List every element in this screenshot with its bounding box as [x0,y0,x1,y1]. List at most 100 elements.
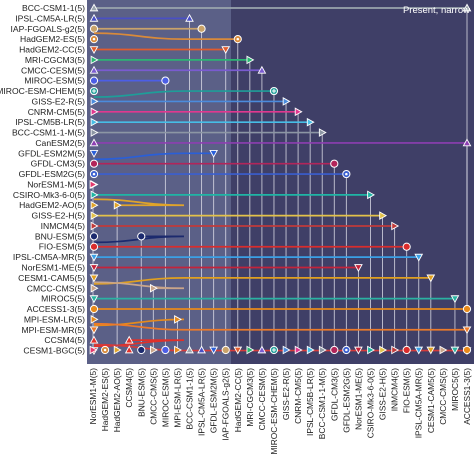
x-label-csiro-mk3-6-0-5: CSIRO-Mk3-6-0(5) [365,368,375,438]
end-marker-hadgem2-es-5-dot [236,37,240,41]
end-marker-gfdl-esm2m-5 [209,149,219,158]
bottom-marker-bcc-csm1-1-m-5-19 [318,345,327,355]
end-marker-fio-esm-5 [402,242,411,251]
y-label-cmcc-cesm-5: CMCC-CESM(5) [21,65,85,75]
y-label-gfdl-esm2g-5: GFDL-ESM2G(5) [19,169,86,179]
end-marker-bcc-csm1-1-5 [462,3,472,12]
bottom-marker-ipsl-cm5b-lr-5-18 [306,345,315,355]
y-label-ipsl-cm5b-lr-5: IPSL-CM5B-LR(5) [15,117,85,127]
bottom-marker-iap-fgoals-g2-5-11 [221,345,230,355]
y-label-gfdl-esm2m-5: GFDL-ESM2M(5) [18,148,85,158]
y-label-bcc-csm1-1-5: BCC-CSM1-1(5) [22,3,85,13]
bottom-marker-hadgem2-ao-5-2 [113,345,122,355]
series-line-ccsm4-5 [93,339,185,348]
start-marker-cmcc-cesm-5 [89,65,99,74]
x-label-bcc-csm1-1-m-5: BCC-CSM1-1-M(5) [317,368,327,439]
start-marker-hadgem2-cc-5 [89,46,99,55]
start-marker-ipsl-cm5a-mr-5 [89,253,99,262]
bottom-marker-ipsl-cm5a-lr-5-9 [197,345,206,354]
end-marker-access1-3-5 [462,304,472,314]
end-marker-miroc5-5 [450,295,460,304]
start-marker-ipsl-cm5b-lr-5 [90,117,99,127]
x-label-gfdl-cm3-5: GFDL-CM3(5) [329,368,339,421]
end-marker-mri-cgcm3-5 [246,55,255,65]
bottom-marker-noresm1-me-5-22 [354,346,363,355]
y-label-canesm2-5: CanESM2(5) [35,138,85,148]
bottom-markers [89,345,472,355]
start-marker-cnrm-cm5-5 [90,107,99,117]
bottom-marker-cmcc-cms-5-29 [439,345,448,355]
start-marker-gfdl-esm2m-5 [89,149,99,158]
bottom-marker-inmcm4-5-25 [391,345,400,355]
series-line-mpi-esm-mr-5 [93,322,467,331]
end-marker-cesm1-cam5-5 [426,274,436,283]
x-label-mpi-esm-lr-5: MPI-ESM-LR(5) [172,368,182,428]
x-axis-labels: NorESM1-M(5) HadGEM2-ES(5) HadGEM2-AO(5) CC… [88,368,472,455]
y-label-miroc-esm-5: MIROC-ESM(5) [24,76,85,86]
bottom-marker-noresm1-m-5-0 [89,345,98,355]
series-line-hadgem2-ao-5 [93,198,185,207]
y-label-cesm1-cam5-5: CESM1-CAM5(5) [18,273,85,283]
end-marker-ipsl-cm5a-lr-5 [185,13,194,22]
bottom-marker-bcc-csm1-1-5-8 [185,345,194,354]
start-marker-miroc5-5 [89,295,99,304]
series-line-miroc-esm-chem-5 [93,90,274,98]
x-label-bnu-esm-5: BNU-ESM(5) [136,368,146,417]
bottom-marker-mpi-esm-lr-5-7 [174,345,182,355]
x-label-cnrm-cm5-5: CNRM-CM5(5) [293,368,303,424]
bottom-marker-ipsl-cm5a-mr-5-27 [414,346,424,355]
start-marker-bcc-csm1-1-m-5 [90,128,99,137]
y-label-access1-3-5: ACCESS1-3(5) [27,304,85,314]
y-label-noresm1-me-5: NorESM1-ME(5) [21,263,85,273]
y-label-gfdl-cm3-5: GFDL-CM3(5) [31,159,86,169]
start-marker-gfdl-esm2g-5-dot [92,172,96,176]
start-marker-access1-3-5 [89,304,99,314]
end-marker-gfdl-esm2g-5-dot [345,172,348,176]
x-label-cmcc-cms-5: CMCC-CMS(5) [148,368,158,425]
y-label-ccsm4-5: CCSM4(5) [44,335,85,345]
y-label-bcc-csm1-1-m-5: BCC-CSM1-1-M(5) [12,128,85,138]
series-line-mpi-esm-lr-5 [93,318,185,327]
x-label-bcc-csm1-1-5: BCC-CSM1-1(5) [185,368,195,430]
end-marker-giss-e2-h-5 [379,211,388,220]
x-label-iap-fgoals-g2-5: IAP-FGOALS-g2(5) [221,368,231,441]
x-label-ccsm4-5: CCSM4(5) [124,368,134,408]
x-label-inmcm4-5: INMCM4(5) [390,368,400,411]
end-marker-noresm1-m-5 [89,180,98,189]
y-label-hadgem2-es-5: HadGEM2-ES(5) [20,34,85,44]
end-marker-hadgem2-cc-5 [221,46,231,55]
bottom-marker-gfdl-cm3-5-20 [330,345,339,355]
y-label-fio-esm-5: FIO-ESM(5) [39,242,85,252]
start-marker-csiro-mk3-6-0-5 [90,190,99,200]
x-label-giss-e2-r-5: GISS-E2-R(5) [281,368,291,420]
end-marker-miroc-esm-5 [161,76,170,85]
end-marker-inmcm4-5 [391,221,400,231]
y-label-mpi-esm-lr-5: MPI-ESM-LR(5) [24,314,85,324]
start-marker-mpi-esm-mr-5 [89,326,99,335]
end-marker-ipsl-cm5b-lr-5 [306,117,315,127]
start-marker-giss-e2-r-5 [90,97,99,106]
bottom-marker-hadgem2-cc-5-12 [233,346,243,355]
end-marker-csiro-mk3-6-0-5 [367,190,376,200]
y-label-miroc-esm-chem-5: MIROC-ESM-CHEM(5) [0,86,85,96]
x-label-hadgem2-es-5: HadGEM2-ES(5) [100,368,110,432]
bottom-marker-giss-e2-h-5-24 [379,345,388,355]
end-marker-cmcc-cms-5 [149,283,158,293]
start-marker-miroc-esm-5 [89,76,99,85]
start-marker-fio-esm-5 [89,242,99,251]
start-marker-giss-e2-h-5 [90,211,99,220]
end-marker-miroc-esm-chem-5-plus [271,88,277,94]
bottom-marker-cesm1-cam5-5-28 [426,346,436,355]
end-marker-mpi-esm-lr-5 [174,315,182,324]
end-marker-gfdl-cm3-5 [330,159,339,168]
y-label-giss-e2-h-5: GISS-E2-H(5) [32,211,86,221]
bottom-marker-giss-e2-r-5-16 [282,345,291,355]
end-marker-mpi-esm-mr-5 [462,326,472,335]
x-label-miroc5-5: MIROC5(5) [450,368,460,411]
x-label-hadgem2-cc-5: HadGEM2-CC(5) [233,368,243,432]
x-label-giss-e2-h-5: GISS-E2-H(5) [378,368,388,420]
y-label-cesm1-bgc-5: CESM1-BGC(5) [23,346,85,356]
start-marker-inmcm4-5 [90,221,99,231]
start-marker-ipsl-cm5a-lr-5 [89,13,99,22]
